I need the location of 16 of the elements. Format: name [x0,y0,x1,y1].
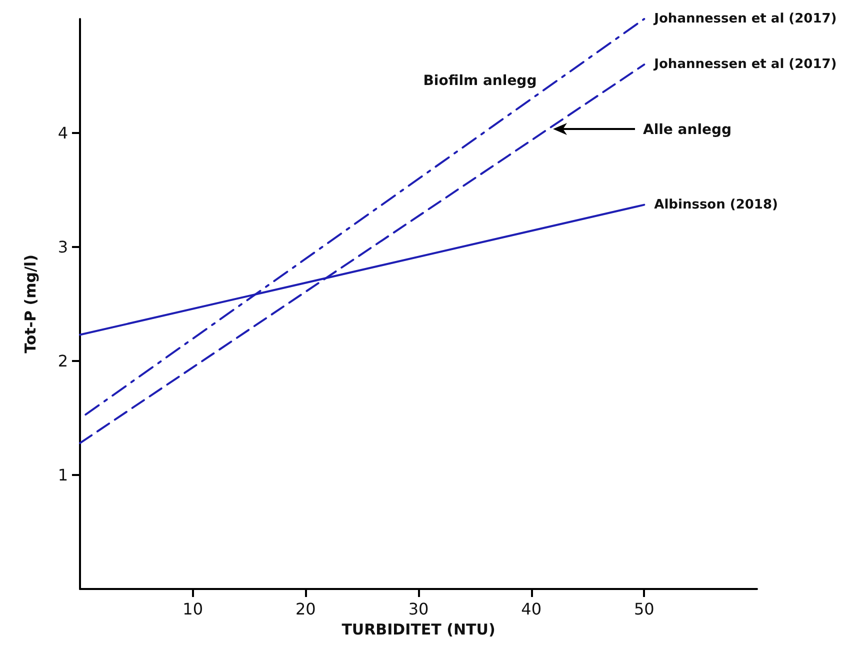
y-axis-title: Tot-P (mg/l) [22,254,40,354]
annotation: Alle anlegg [643,122,732,138]
x-tick-label: 40 [521,600,542,618]
x-tick-label: 20 [295,600,316,618]
x-tick-label: 50 [634,600,654,618]
x-axis-title: TURBIDITET (NTU) [342,620,496,638]
y-tick-label: 4 [58,124,68,142]
x-tick-label: 30 [408,600,429,618]
y-tick-label: 3 [58,238,68,256]
y-tick-label: 1 [58,466,68,484]
series-label: Albinsson (2018) [654,197,778,212]
series-label: Johannessen et al (2017) [653,12,837,26]
y-tick-label: 2 [58,352,68,370]
annotation: Biofilm anlegg [423,73,537,89]
x-tick-label: 10 [182,600,204,618]
series-label: Johannessen et al (2017) [653,57,837,72]
